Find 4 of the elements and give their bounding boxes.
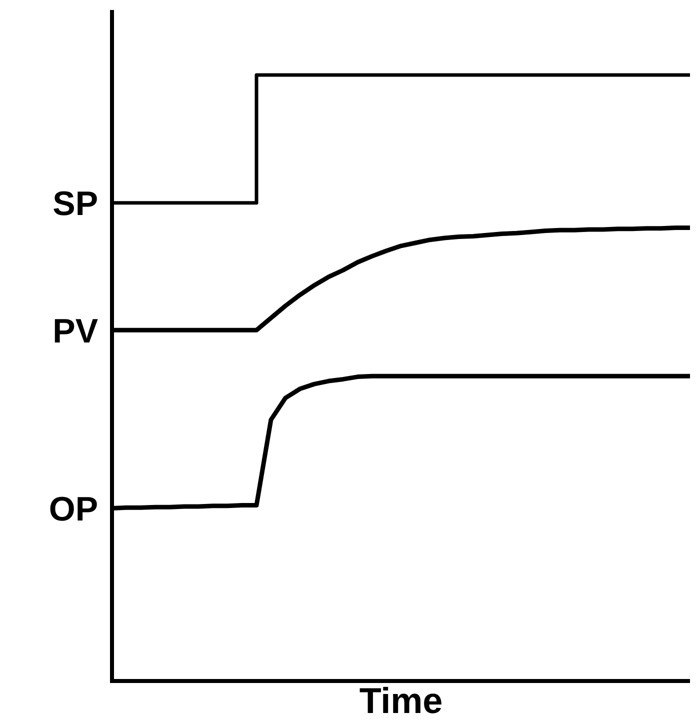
x-axis-title: Time bbox=[359, 680, 443, 721]
series-label: PV bbox=[52, 312, 98, 350]
series-label: OP bbox=[48, 490, 98, 529]
series-label: SP bbox=[52, 185, 98, 224]
